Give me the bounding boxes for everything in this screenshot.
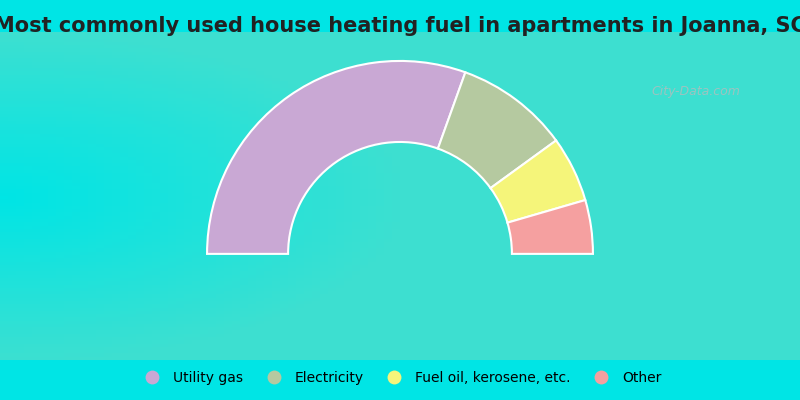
Wedge shape <box>438 72 556 188</box>
Text: City-Data.com: City-Data.com <box>651 86 741 98</box>
Wedge shape <box>207 61 466 254</box>
Wedge shape <box>490 140 586 223</box>
Legend: Utility gas, Electricity, Fuel oil, kerosene, etc., Other: Utility gas, Electricity, Fuel oil, kero… <box>133 366 667 390</box>
Wedge shape <box>507 200 593 254</box>
Text: Most commonly used house heating fuel in apartments in Joanna, SC: Most commonly used house heating fuel in… <box>0 16 800 36</box>
